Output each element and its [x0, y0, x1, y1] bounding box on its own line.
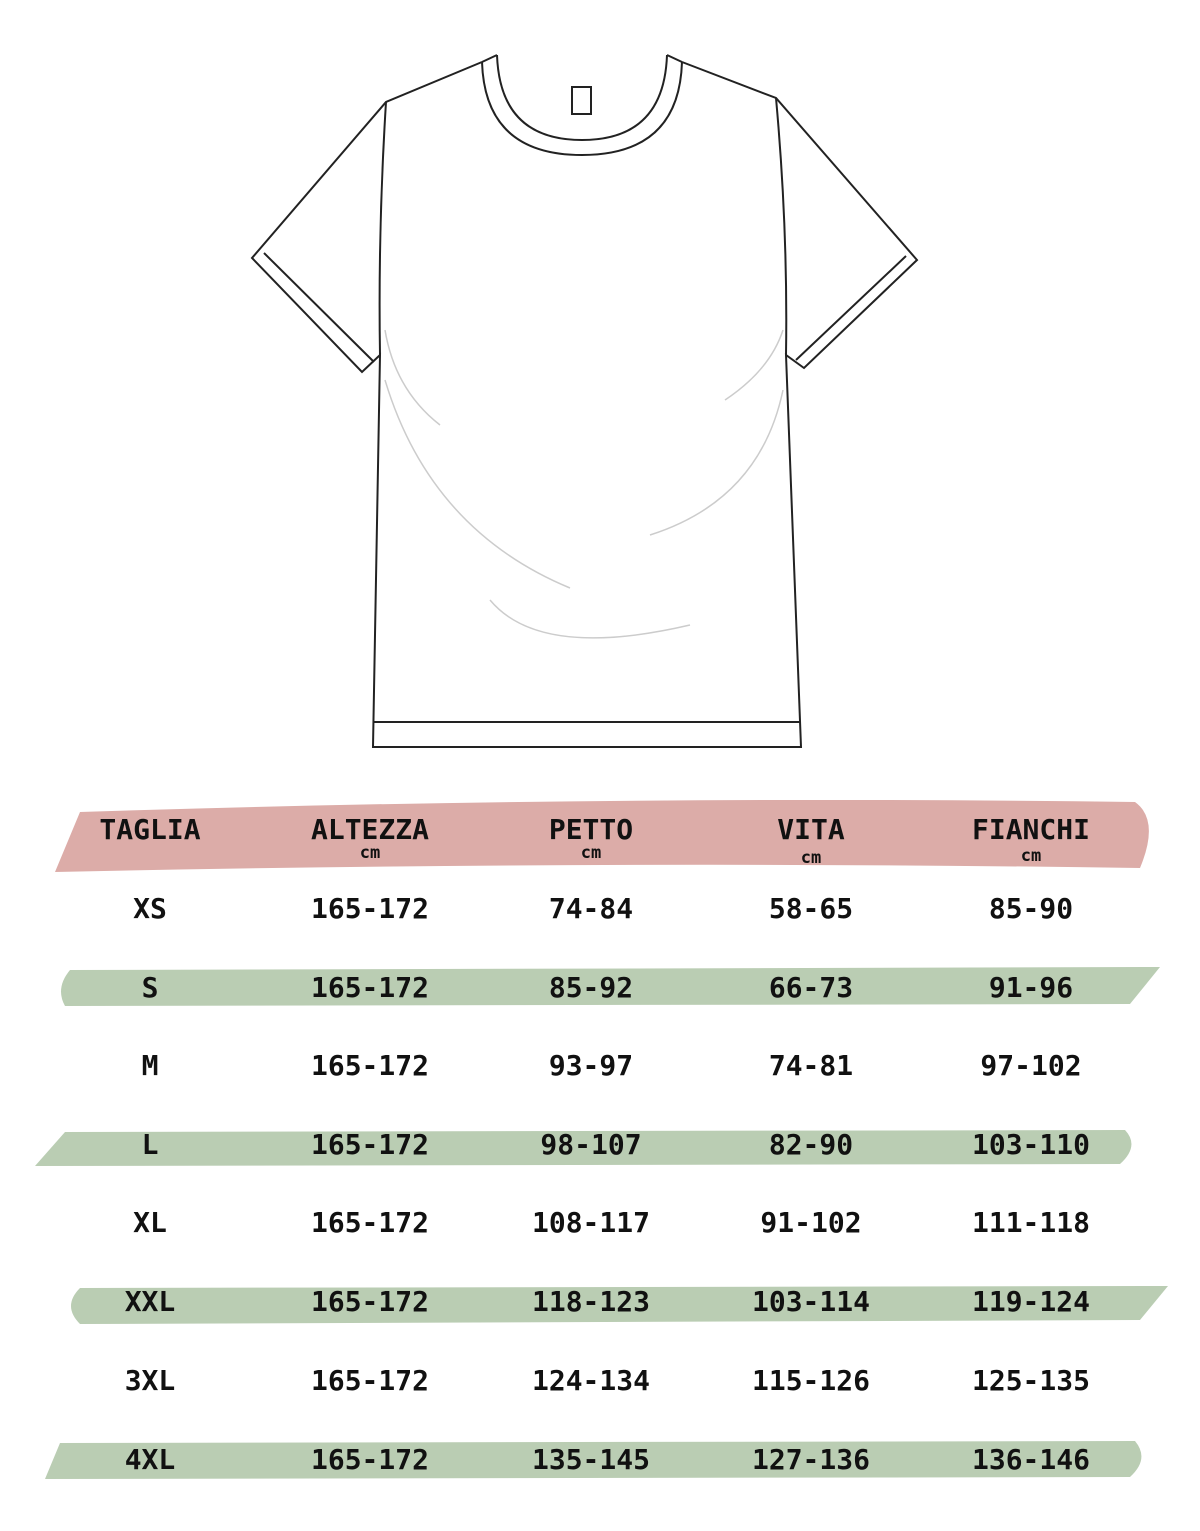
header-vita: VITA	[777, 813, 845, 846]
unit-petto: cm	[580, 843, 602, 863]
cell-taglia: S	[141, 971, 159, 1004]
cell-vita: 103-114	[751, 1285, 870, 1318]
row-band-l	[35, 1130, 1132, 1166]
cell-altezza: 165-172	[310, 892, 429, 925]
cell-fianchi: 119-124	[971, 1285, 1090, 1318]
cell-altezza: 165-172	[310, 1285, 429, 1318]
cell-altezza: 165-172	[310, 1443, 429, 1476]
cell-petto: 98-107	[540, 1128, 642, 1161]
cell-taglia: M	[141, 1049, 159, 1082]
cell-taglia: 4XL	[124, 1443, 176, 1476]
cell-vita: 82-90	[768, 1128, 854, 1161]
cell-vita: 91-102	[760, 1206, 862, 1239]
cell-petto: 135-145	[531, 1443, 650, 1476]
cell-fianchi: 136-146	[971, 1443, 1090, 1476]
cell-vita: 127-136	[751, 1443, 870, 1476]
cell-taglia: L	[141, 1128, 159, 1161]
cell-fianchi: 111-118	[971, 1206, 1090, 1239]
cell-vita: 74-81	[768, 1049, 854, 1082]
table-row: XXL 165-172 118-123 103-114 119-124	[0, 1282, 1200, 1322]
table-row: S 165-172 85-92 66-73 91-96	[0, 968, 1200, 1008]
header-petto: PETTO	[548, 813, 634, 846]
cell-petto: 108-117	[531, 1206, 650, 1239]
header-fianchi: FIANCHI	[971, 813, 1090, 846]
table-row: 4XL 165-172 135-145 127-136 136-146	[0, 1440, 1200, 1480]
cell-petto: 85-92	[548, 971, 634, 1004]
cell-fianchi: 85-90	[988, 892, 1074, 925]
header-altezza: ALTEZZA	[310, 813, 429, 846]
table-row: XL 165-172 108-117 91-102 111-118	[0, 1203, 1200, 1243]
row-band-s	[61, 967, 1160, 1006]
cell-vita: 58-65	[768, 892, 854, 925]
unit-fianchi: cm	[1020, 846, 1042, 866]
t-shirt-illustration	[250, 54, 919, 748]
table-row: XS 165-172 74-84 58-65 85-90	[0, 889, 1200, 929]
cell-taglia: XS	[133, 892, 167, 925]
cell-fianchi: 125-135	[971, 1364, 1090, 1397]
cell-petto: 74-84	[548, 892, 634, 925]
cell-fianchi: 103-110	[971, 1128, 1090, 1161]
row-band-4xl	[45, 1441, 1142, 1479]
table-row: 3XL 165-172 124-134 115-126 125-135	[0, 1361, 1200, 1401]
cell-vita: 66-73	[768, 971, 854, 1004]
cell-taglia: XXL	[124, 1285, 176, 1318]
cell-altezza: 165-172	[310, 1364, 429, 1397]
row-band-xxl	[71, 1286, 1168, 1324]
cell-petto: 124-134	[531, 1364, 650, 1397]
cell-taglia: XL	[133, 1206, 167, 1239]
header-taglia: TAGLIA	[99, 813, 201, 846]
table-row: L 165-172 98-107 82-90 103-110	[0, 1125, 1200, 1165]
cell-taglia: 3XL	[124, 1364, 176, 1397]
header-band	[55, 799, 1149, 872]
cell-altezza: 165-172	[310, 971, 429, 1004]
cell-fianchi: 91-96	[988, 971, 1074, 1004]
cell-petto: 93-97	[548, 1049, 634, 1082]
cell-vita: 115-126	[751, 1364, 870, 1397]
cell-fianchi: 97-102	[980, 1049, 1082, 1082]
cell-altezza: 165-172	[310, 1128, 429, 1161]
unit-vita: cm	[800, 848, 822, 868]
cell-altezza: 165-172	[310, 1206, 429, 1239]
unit-altezza: cm	[359, 843, 381, 863]
table-header: TAGLIA ALTEZZA PETTO VITA FIANCHI	[0, 810, 1200, 850]
table-row: M 165-172 93-97 74-81 97-102	[0, 1046, 1200, 1086]
cell-petto: 118-123	[531, 1285, 650, 1318]
cell-altezza: 165-172	[310, 1049, 429, 1082]
